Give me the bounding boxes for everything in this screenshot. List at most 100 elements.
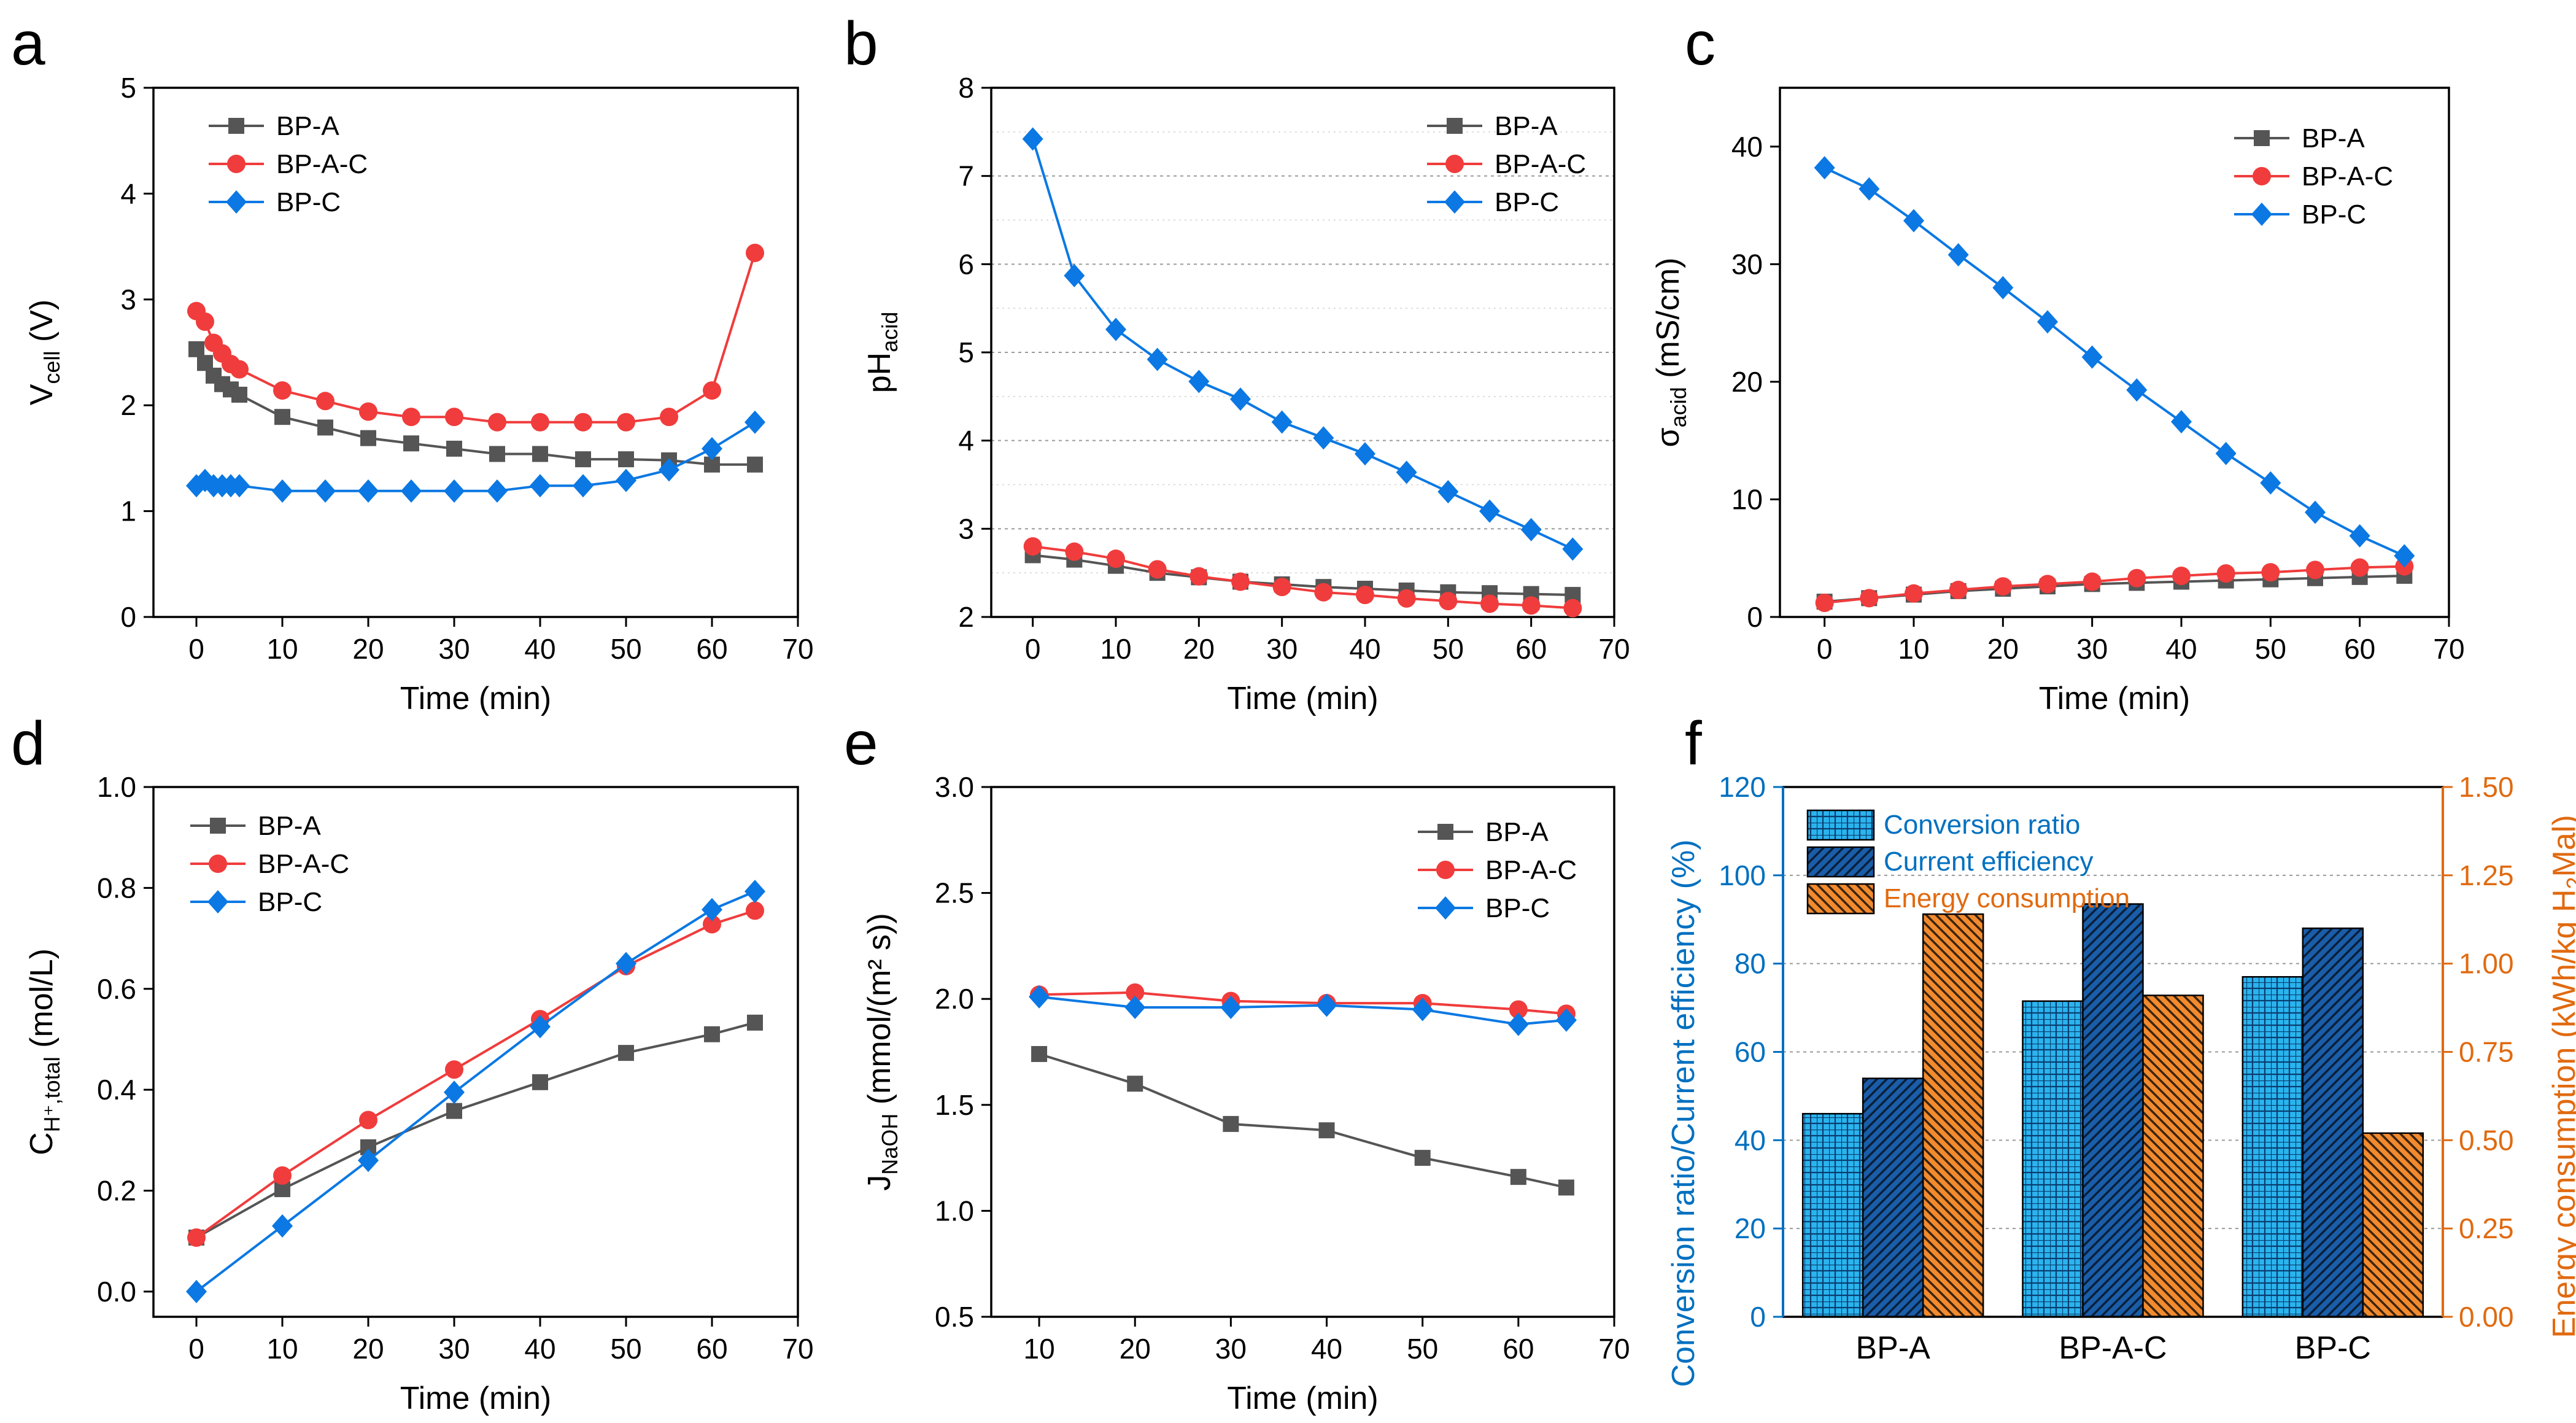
marker-square — [188, 341, 204, 357]
marker-diamond — [2037, 310, 2058, 334]
series-line-BP-A — [1039, 1053, 1567, 1189]
y-tick-label: 1.0 — [935, 1195, 974, 1227]
marker-circle — [359, 402, 377, 421]
marker-diamond — [1814, 156, 1835, 180]
marker-square — [575, 451, 591, 468]
series-line-BP-A-C — [195, 909, 756, 1239]
x-tick-label: 20 — [1183, 633, 1215, 665]
panel-e: e 10 20 30 40 50 60 70 0.5 1.0 1.5 2.0 2.5 3.0 Time (m… — [844, 709, 1630, 1416]
marker-circle — [660, 408, 678, 427]
marker-circle — [2083, 572, 2102, 591]
marker-circle — [2253, 167, 2271, 185]
marker-circle — [1148, 560, 1167, 579]
series-line-BP-C — [1824, 166, 2405, 557]
legend-entry: BP-A-C — [276, 149, 368, 179]
x-tick-label: 70 — [782, 633, 813, 665]
y-axis-label: CH⁺,total (mol/L) — [24, 948, 64, 1155]
y2-axis-label: Energy consumption (kWh/kg H2Mal) — [2547, 815, 2576, 1338]
y-tick-label: 0.5 — [935, 1301, 974, 1333]
marker-square — [446, 1103, 462, 1119]
series-line-BP-A-C — [1039, 991, 1567, 1015]
marker-circle — [1023, 537, 1042, 556]
y-tick-label: 30 — [1731, 248, 1763, 280]
bar-energy-consumption — [2142, 995, 2204, 1318]
marker-diamond — [1271, 410, 1293, 434]
x-tick-label: 60 — [2344, 633, 2375, 665]
marker-square — [618, 451, 634, 468]
y-tick-label: 4 — [120, 177, 136, 209]
bar-current-efficiency — [2082, 903, 2144, 1318]
marker-circle — [402, 408, 420, 427]
x-axis-label: Time (min) — [400, 1381, 552, 1416]
y-axis-label-main: V — [24, 384, 60, 405]
panel-letter: b — [844, 9, 878, 78]
marker-diamond — [2251, 203, 2272, 226]
marker-diamond — [315, 479, 336, 503]
marker-circle — [1522, 596, 1541, 615]
marker-diamond — [745, 880, 765, 904]
marker-diamond — [702, 898, 722, 921]
marker-square — [1223, 1115, 1239, 1132]
y-axis-label-sub: H⁺,total — [39, 1057, 64, 1132]
bar-current-efficiency — [1862, 1077, 1924, 1318]
y-tick-label: 0.6 — [97, 973, 136, 1005]
y-axis-label: JNaOH (mmol/(m² s)) — [862, 913, 902, 1190]
marker-diamond — [444, 479, 465, 503]
y-axis-label: Conversion ratio/Current efficiency (%) — [1666, 839, 1701, 1387]
marker-square — [274, 409, 290, 425]
marker-circle — [746, 243, 764, 262]
series-line-BP-C — [1031, 138, 1574, 551]
marker-circle — [1356, 586, 1374, 605]
marker-diamond — [2171, 410, 2192, 434]
legend-entry: Current efficiency — [1884, 847, 2094, 877]
x-tick-label: 20 — [352, 1333, 384, 1365]
marker-diamond — [272, 479, 293, 503]
marker-diamond — [2260, 471, 2281, 495]
marker-circle — [1272, 578, 1291, 597]
y-tick-label: 0.2 — [97, 1175, 136, 1207]
marker-square — [489, 446, 505, 462]
panel-b: b 0 10 20 30 40 50 60 70 2 3 4 5 6 7 8 Time (min) pHacid B… — [844, 9, 1630, 716]
legend-entry: BP-A-C — [258, 849, 349, 879]
y2-axis-label-tail: Mal) — [2547, 815, 2576, 877]
marker-diamond — [272, 1214, 293, 1238]
y-tick-label: 0.8 — [97, 872, 136, 904]
marker-diamond — [1507, 1012, 1529, 1036]
marker-circle — [703, 381, 721, 400]
y-axis-label-sub: acid — [877, 312, 902, 352]
series-line-BP-A — [196, 1021, 756, 1239]
y2-tick-label: 1.00 — [2459, 948, 2514, 980]
marker-circle — [2172, 566, 2191, 585]
x-tick-label: 20 — [1120, 1333, 1151, 1365]
legend-entry: Energy consumption — [1884, 883, 2130, 913]
y-tick-label: 120 — [1719, 771, 1766, 803]
marker-circle — [1231, 572, 1250, 591]
marker-circle — [1563, 599, 1582, 618]
panel-letter: a — [11, 9, 45, 78]
marker-diamond — [2215, 441, 2237, 465]
legend-entry: BP-A — [1485, 817, 1549, 847]
marker-square — [1510, 1169, 1526, 1185]
marker-diamond — [1022, 127, 1043, 151]
marker-square — [532, 446, 548, 462]
marker-diamond — [745, 410, 765, 434]
y-tick-label: 1 — [120, 495, 136, 527]
legend-entry: BP-A-C — [1495, 149, 1586, 179]
category-label: BP-A-C — [2059, 1330, 2167, 1366]
marker-square — [446, 440, 462, 457]
marker-diamond — [616, 468, 636, 492]
x-tick-label: 60 — [696, 1333, 727, 1365]
y-tick-label: 3 — [120, 284, 136, 316]
marker-diamond — [186, 1279, 207, 1303]
y-tick-label: 0.4 — [97, 1074, 136, 1106]
marker-diamond — [1437, 479, 1459, 503]
marker-diamond — [2126, 378, 2148, 402]
marker-diamond — [1147, 347, 1168, 371]
marker-square — [2254, 130, 2270, 146]
plot-frame — [1779, 87, 2450, 618]
y-tick-label: 40 — [1731, 131, 1763, 163]
x-axis-label: Time (min) — [400, 681, 552, 716]
marker-circle — [1065, 542, 1084, 561]
marker-square — [704, 1026, 720, 1042]
marker-circle — [1509, 1000, 1528, 1019]
